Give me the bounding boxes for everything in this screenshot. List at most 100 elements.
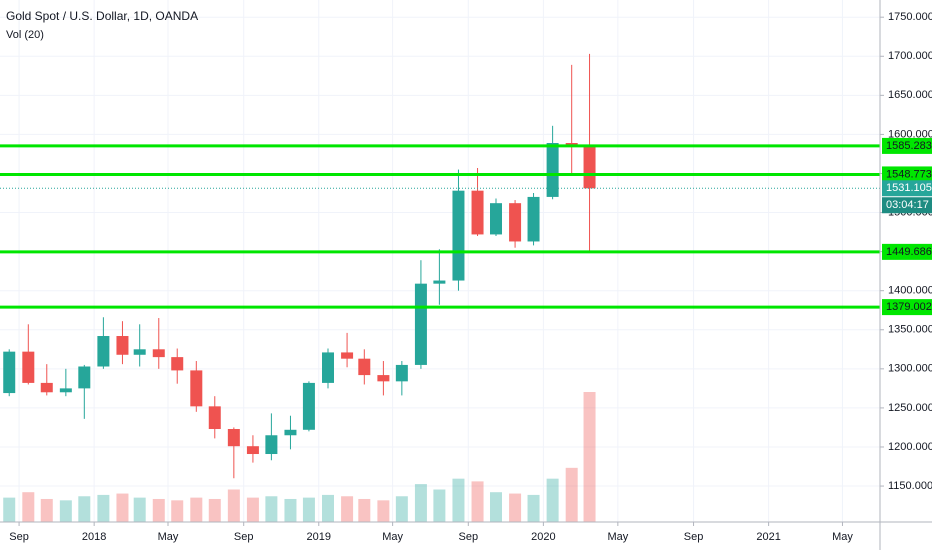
volume-bar [433, 489, 446, 522]
y-tick-label: 1300.000 [888, 363, 932, 375]
level-label-bg [882, 299, 932, 316]
level-label-bg [882, 243, 932, 260]
candle-body [395, 364, 408, 382]
candle-body [3, 351, 16, 394]
x-tick-label: 2020 [531, 531, 555, 543]
candle-body [116, 336, 129, 355]
candle-body [509, 203, 522, 242]
last-price-label: 1531.105 [886, 182, 932, 194]
candle-body [546, 143, 559, 197]
volume-bar [246, 497, 259, 522]
x-tick-label: 2018 [82, 531, 106, 543]
plot [0, 53, 880, 479]
candle-body [22, 351, 35, 383]
y-tick-label: 1600.000 [888, 128, 932, 140]
volume-bar [59, 500, 72, 522]
level-label: 1548.773 [886, 168, 932, 180]
chart-title: Gold Spot / U.S. Dollar, 1D, OANDA [6, 9, 198, 23]
volume-bar [358, 498, 371, 522]
volume-bar [171, 500, 184, 522]
x-tick-label: May [158, 531, 179, 543]
volume-bar [265, 496, 278, 522]
volume-bar [471, 481, 484, 522]
volume-bar [527, 494, 540, 522]
x-tick-label: May [832, 531, 853, 543]
candle-body [583, 146, 596, 189]
candle-body [302, 382, 315, 430]
x-tick-label: May [607, 531, 628, 543]
candle-body [341, 352, 354, 359]
volume-bar [227, 489, 240, 522]
volume-pane [3, 392, 596, 522]
volume-bar [322, 494, 334, 522]
volume-bar [509, 493, 522, 522]
volume-bar [395, 496, 408, 522]
volume-bar [97, 494, 110, 522]
candle-body [40, 382, 53, 393]
y-tick-label: 1150.000 [888, 480, 932, 492]
candle-body [246, 446, 259, 455]
candle-body [377, 375, 390, 382]
volume-bar [190, 497, 203, 522]
y-tick-label: 1250.000 [888, 402, 932, 414]
candle-body [265, 435, 278, 455]
candle-body [97, 336, 110, 367]
countdown-label: 03:04:17 [886, 199, 929, 211]
last-price-bg [882, 180, 932, 197]
candle-body [284, 429, 297, 436]
volume-bar [40, 498, 53, 522]
level-label-bg [882, 166, 932, 183]
x-tick-label: 2019 [307, 531, 331, 543]
y-tick-label: 1700.000 [888, 50, 932, 62]
x-tick-label: Sep [459, 531, 479, 543]
candle-body [433, 280, 446, 284]
y-tick-label: 1400.000 [888, 285, 932, 297]
volume-bar [133, 497, 146, 522]
candle-body [227, 429, 240, 447]
candle-body [358, 358, 371, 376]
x-tick-label: May [382, 531, 403, 543]
indicator-label: Vol (20) [6, 29, 44, 41]
level-label: 1379.002 [886, 301, 932, 313]
volume-bar [377, 500, 390, 522]
countdown-bg [882, 197, 932, 214]
labels: 1585.283 1548.773 1449.686 1379.002 1531.105… [882, 137, 932, 316]
volume-bar [3, 497, 16, 522]
volume-bar [78, 496, 91, 522]
volume-bar [452, 478, 465, 522]
level-label: 1449.686 [886, 246, 932, 258]
volume-bar [116, 493, 129, 522]
candle-body [171, 357, 184, 371]
candle-body [133, 349, 146, 355]
volume-bar [152, 498, 165, 522]
candle-body [414, 283, 427, 365]
x-tick-label: Sep [684, 531, 704, 543]
x-tick-label: Sep [9, 531, 29, 543]
volume-bar [546, 478, 559, 522]
candle-body [190, 370, 203, 407]
y-tick-label: 1350.000 [888, 324, 932, 336]
volume-bar [583, 392, 596, 522]
candle-body [152, 349, 165, 358]
volume-bar [341, 496, 354, 522]
candle-body [208, 406, 221, 430]
candle-body [490, 203, 502, 235]
volume-bar [208, 498, 221, 522]
candle-body [471, 190, 484, 235]
volume-bar [414, 484, 427, 522]
y-tick-label: 1750.000 [888, 11, 932, 23]
grid [0, 0, 880, 522]
volume-bar [284, 498, 297, 522]
candle-body [78, 366, 91, 389]
x-tick-label: 2021 [756, 531, 780, 543]
volume-bar [490, 492, 502, 522]
candle-body [322, 352, 334, 383]
volume-bar [22, 492, 35, 522]
volume-bar [565, 467, 578, 522]
candle-body [527, 196, 540, 242]
candle-body [452, 190, 465, 281]
level-label-bg [882, 137, 932, 154]
y-tick-label: 1200.000 [888, 441, 932, 453]
